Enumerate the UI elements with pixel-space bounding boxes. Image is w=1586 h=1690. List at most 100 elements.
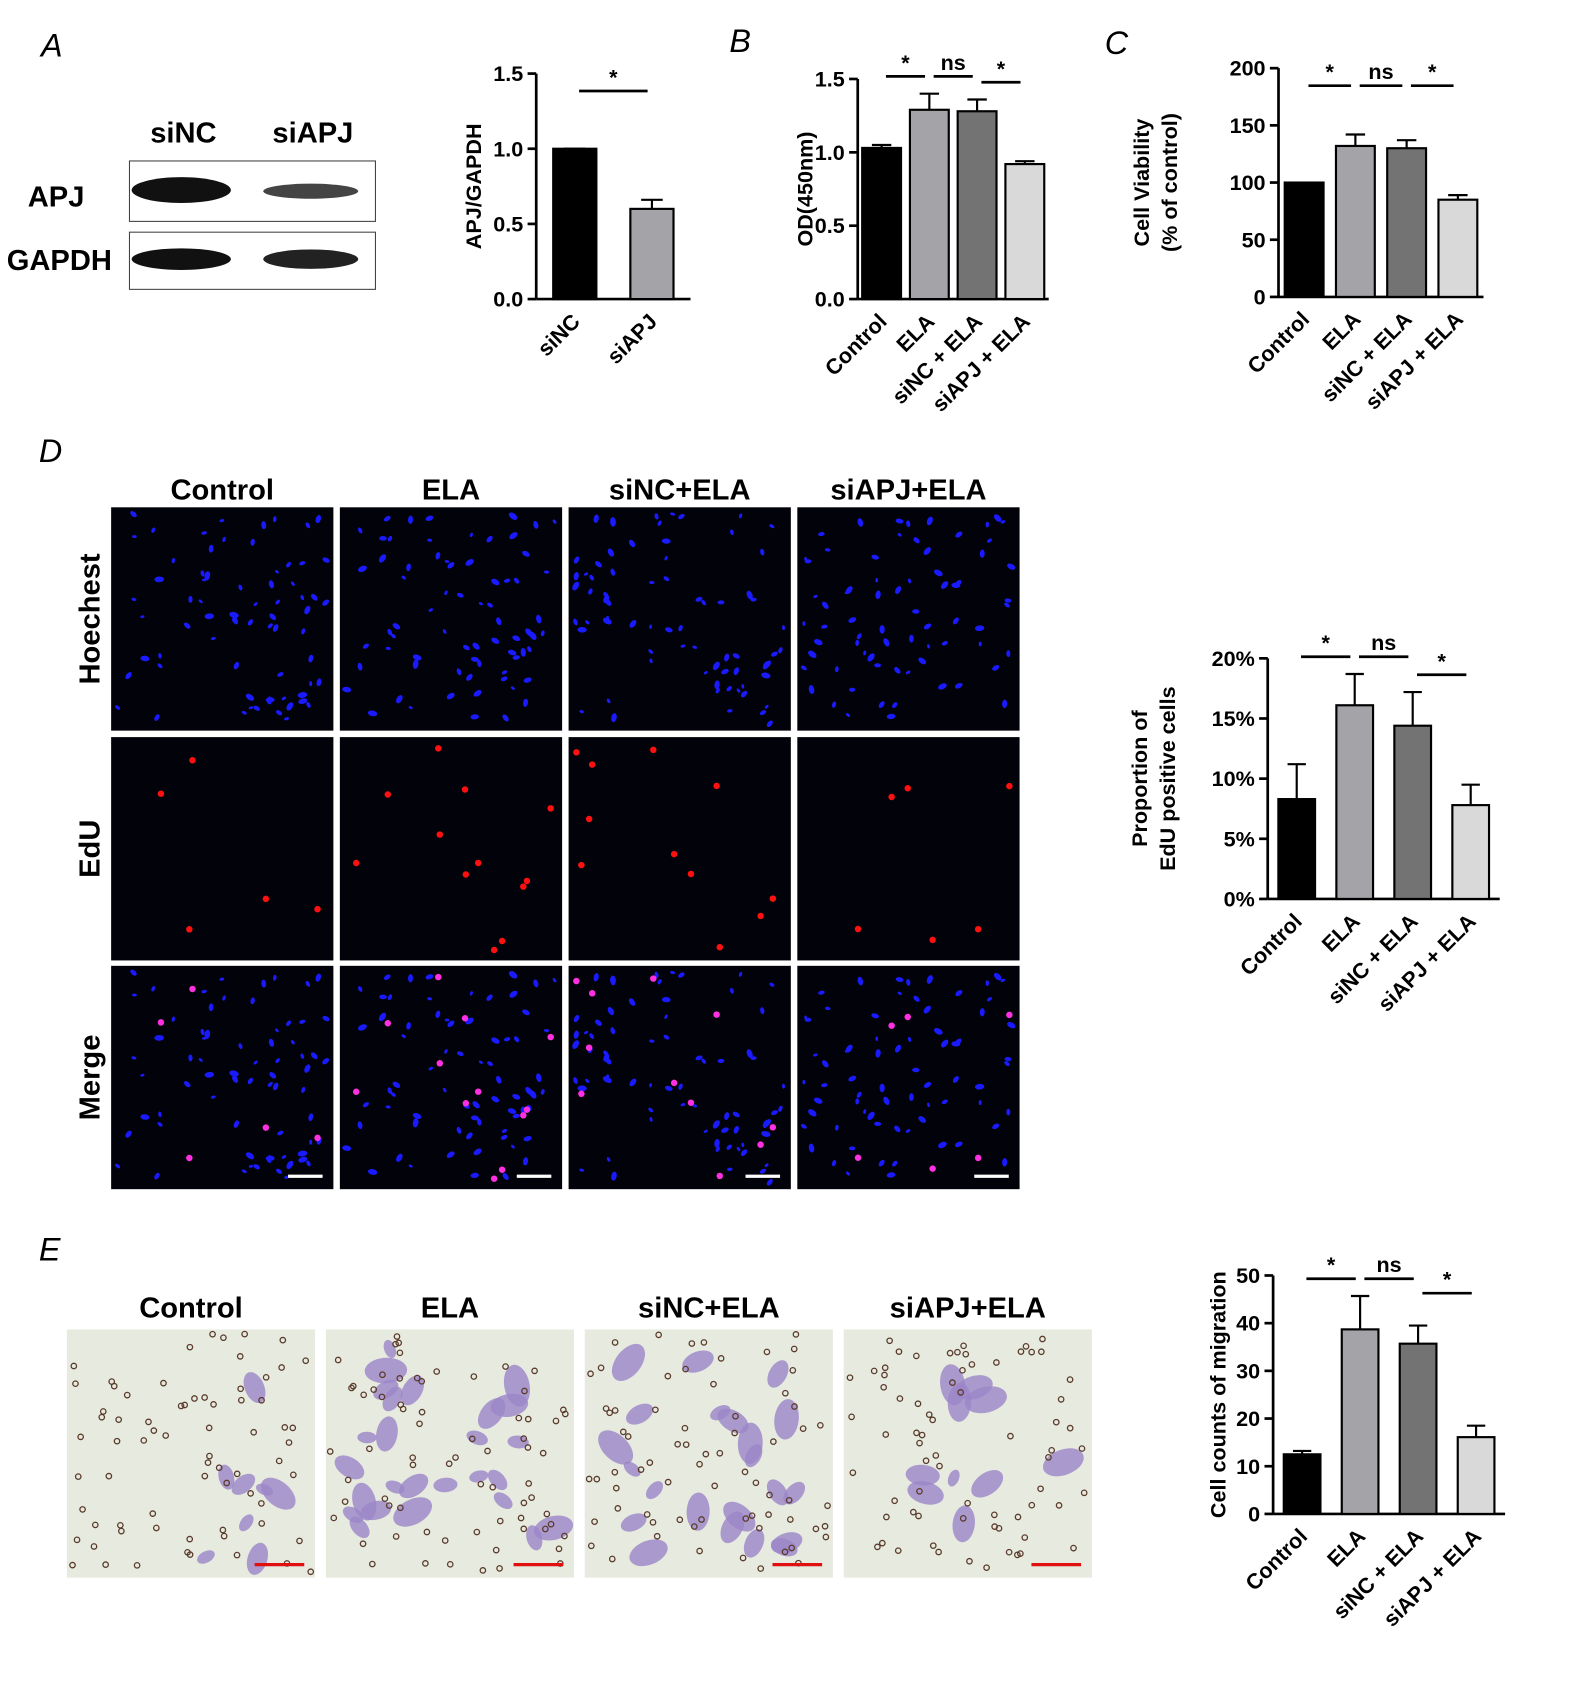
nucleus <box>938 1141 947 1149</box>
error-bar <box>1350 1294 1370 1330</box>
nucleus <box>222 536 226 543</box>
edu-nucleus <box>713 782 720 790</box>
merge-nucleus <box>585 1044 593 1051</box>
nucleus <box>300 594 305 601</box>
nucleus <box>955 990 963 997</box>
nucleus <box>140 655 150 662</box>
nucleus <box>268 580 275 589</box>
nucleus <box>863 1109 867 1114</box>
pore <box>597 1364 605 1372</box>
micrograph <box>797 507 1020 731</box>
edu-nucleus <box>520 883 527 890</box>
pore <box>555 1545 563 1553</box>
nucleus <box>250 997 255 1005</box>
nucleus <box>1006 650 1011 657</box>
pore <box>515 1414 523 1422</box>
pore <box>1005 1548 1013 1556</box>
cell <box>626 1403 654 1425</box>
nucleus <box>412 1118 419 1128</box>
nucleus <box>232 1074 239 1083</box>
nucleus <box>540 1088 545 1095</box>
nucleus <box>131 597 137 601</box>
y-axis-label: Proportion of <box>1127 710 1152 847</box>
cell <box>623 1461 641 1477</box>
nucleus <box>611 1171 617 1181</box>
nucleus <box>401 575 406 580</box>
nucleus <box>909 634 914 643</box>
pore <box>413 1374 421 1382</box>
nucleus <box>269 1072 277 1079</box>
y-tick-label: 5% <box>1224 826 1255 851</box>
pore <box>524 1415 532 1423</box>
nucleus <box>607 548 615 557</box>
error-bar <box>1408 1324 1428 1344</box>
edu-nucleus <box>588 761 596 768</box>
nucleus <box>267 623 273 629</box>
nucleus <box>993 514 1002 522</box>
cell <box>239 1514 254 1532</box>
pore <box>561 1532 568 1540</box>
pore <box>262 1373 270 1381</box>
nucleus <box>1002 1158 1008 1167</box>
nucleus <box>501 1128 508 1133</box>
nucleus <box>867 653 875 662</box>
pore <box>710 1380 717 1388</box>
edu-nucleus <box>573 749 580 756</box>
nucleus <box>512 1113 520 1119</box>
nucleus <box>219 977 225 981</box>
nucleus <box>649 1117 653 1122</box>
pore <box>541 1525 549 1533</box>
significance-label: * <box>1437 648 1446 673</box>
nucleus <box>835 1124 839 1131</box>
cell <box>385 1480 405 1494</box>
pore <box>894 1547 902 1555</box>
pore <box>918 1431 926 1439</box>
pore <box>186 1535 194 1543</box>
significance-label: ns <box>1368 59 1393 84</box>
pore <box>916 1439 923 1447</box>
nucleus <box>603 1053 610 1062</box>
panel-label: E <box>39 1231 61 1267</box>
edu-nucleus <box>461 786 469 793</box>
nucleus <box>248 1164 254 1168</box>
cell <box>766 1479 789 1506</box>
nucleus <box>648 1107 654 1113</box>
pore <box>593 1475 601 1483</box>
nucleus <box>987 538 992 543</box>
nucleus <box>267 1081 273 1087</box>
pore <box>379 1371 386 1379</box>
nucleus <box>912 609 920 614</box>
bar <box>552 147 598 301</box>
nucleus <box>856 1091 862 1098</box>
pore <box>525 1480 533 1487</box>
merge-nucleus <box>157 1019 165 1026</box>
pore <box>781 1548 789 1556</box>
nucleus <box>520 647 526 657</box>
nucleus <box>456 668 462 676</box>
pore <box>756 1524 763 1532</box>
edu-nucleus <box>974 925 982 933</box>
bar <box>1335 704 1375 901</box>
nucleus <box>664 1014 668 1020</box>
nucleus <box>275 599 280 605</box>
nucleus <box>595 561 602 568</box>
pore <box>237 1385 244 1393</box>
nucleus <box>573 556 580 564</box>
pore <box>993 1359 1000 1366</box>
pore <box>409 1454 417 1462</box>
pore <box>766 1491 773 1499</box>
merge-nucleus <box>461 1015 469 1022</box>
edu-nucleus <box>670 850 678 858</box>
edu-nucleus <box>578 861 585 869</box>
nucleus <box>905 670 911 675</box>
cell <box>400 1375 425 1406</box>
nucleus <box>933 1028 943 1035</box>
nucleus <box>309 681 313 687</box>
pore <box>664 1372 672 1380</box>
nucleus <box>771 1110 778 1116</box>
pore <box>608 1555 616 1563</box>
nucleus <box>589 574 595 581</box>
merge-nucleus <box>462 1100 470 1107</box>
nucleus <box>367 710 378 717</box>
